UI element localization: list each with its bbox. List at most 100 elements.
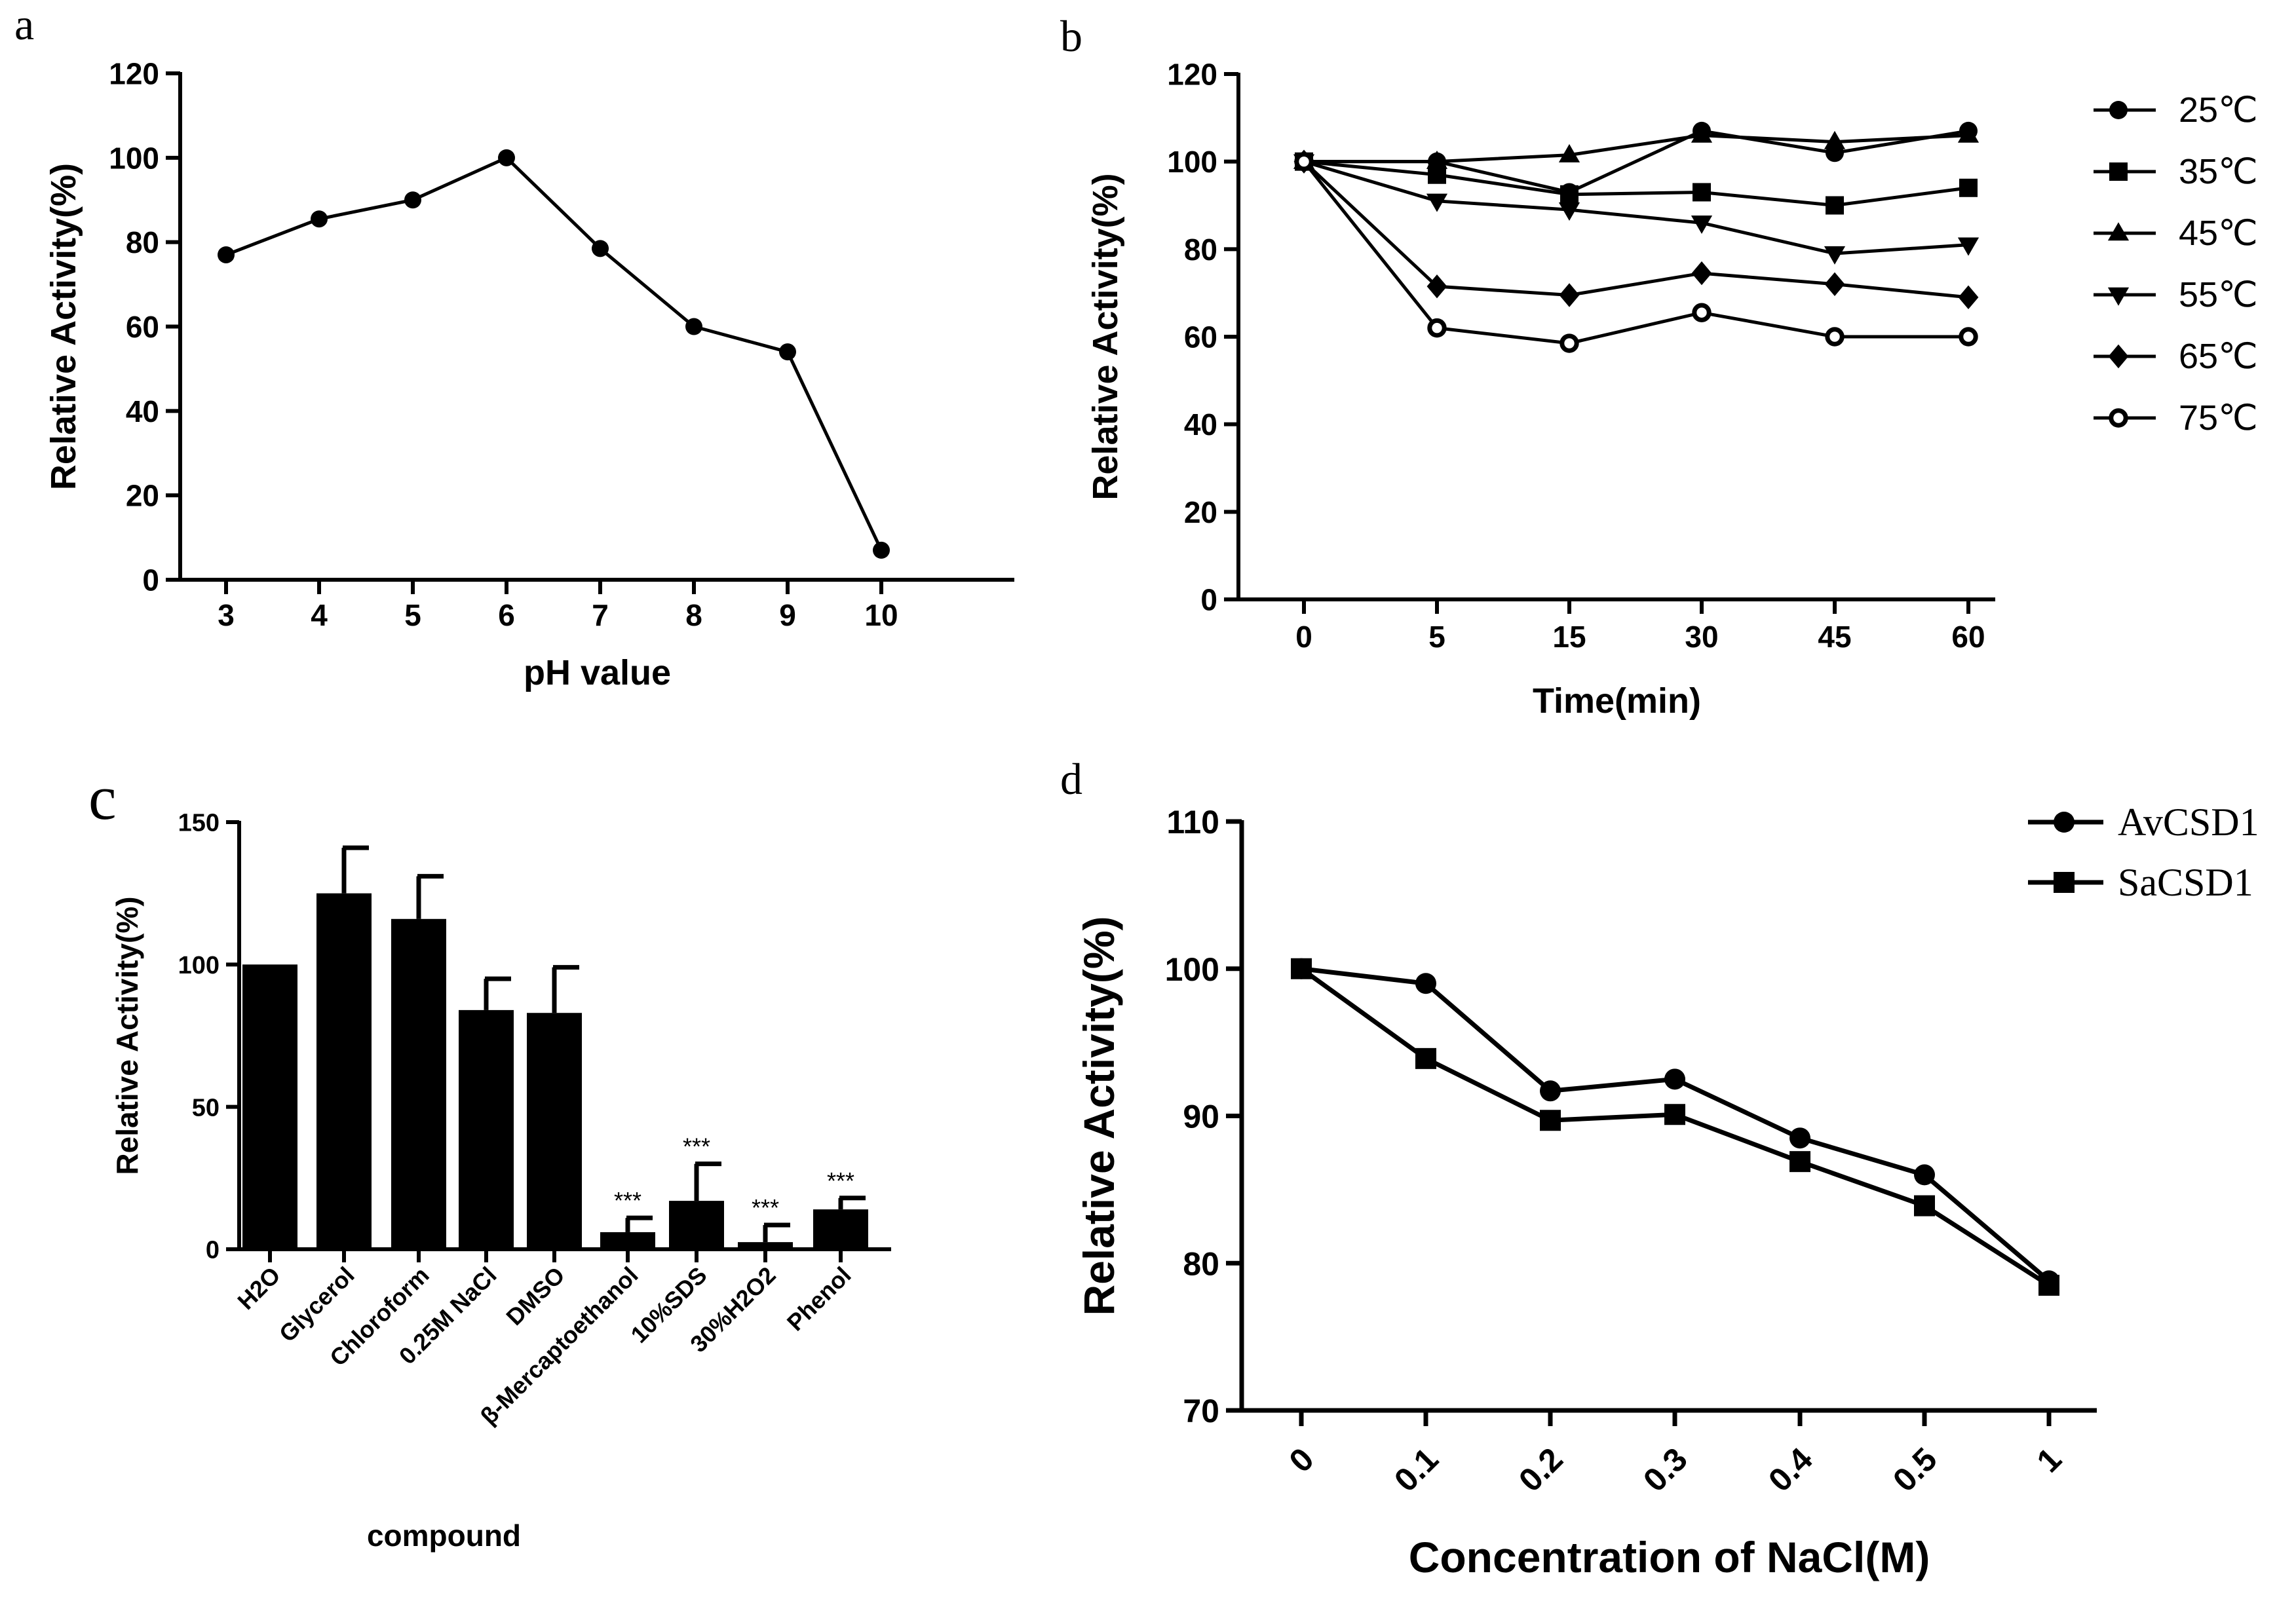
- y-tick-label: 80: [1184, 233, 1217, 267]
- series-line: [1303, 160, 1969, 255]
- bar: [316, 893, 372, 1249]
- chart-panel-d: 70 80 90 100 110 Relative Activity(%) Concentr…: [1075, 801, 2259, 1581]
- y-tick-label: 100: [1165, 951, 1219, 988]
- data-point: [1426, 274, 1447, 299]
- legend-marker: [2109, 162, 2128, 181]
- legend-label: 65℃: [2179, 337, 2258, 376]
- data-point: [1415, 973, 1436, 994]
- x-tick-label: 30: [1685, 620, 1718, 654]
- data-point: [498, 149, 515, 166]
- y-tick-label: 40: [1184, 407, 1217, 442]
- chart-panel-c: *** *** *** *** 0 50 100 150 Relative Activity(%…: [110, 810, 891, 1553]
- y-tick-label: 80: [1183, 1245, 1219, 1282]
- y-tick-label: 0: [1200, 583, 1217, 617]
- significance-label: ***: [614, 1187, 641, 1214]
- data-point: [1559, 333, 1579, 353]
- x-tick-label: DMSO: [501, 1262, 569, 1330]
- bar: [738, 1242, 793, 1249]
- legend-label: SaCSD1: [2118, 861, 2253, 904]
- y-tick-label: 120: [109, 57, 159, 91]
- x-axis-label: pH value: [524, 653, 671, 692]
- x-tick-label: Phenol: [782, 1262, 856, 1336]
- y-tick-label: 100: [109, 141, 159, 175]
- y-tick-label: 120: [1167, 58, 1217, 92]
- data-point: [1540, 1110, 1561, 1131]
- data-point: [1664, 1104, 1685, 1125]
- x-tick-label: 0.4: [1761, 1441, 1820, 1499]
- series-line: [1304, 134, 1969, 164]
- x-tick-label: 5: [1428, 620, 1445, 654]
- data-point: [1540, 1080, 1561, 1102]
- data-point: [1824, 272, 1845, 296]
- series-line: [1303, 160, 1968, 345]
- data-point: [1558, 143, 1580, 162]
- significance-label: ***: [827, 1167, 854, 1194]
- x-axis-label: Time(min): [1533, 681, 1701, 721]
- data-point: [1691, 216, 1713, 235]
- x-axis-label: compound: [367, 1518, 521, 1553]
- y-tick-label: 20: [1184, 495, 1217, 529]
- legend-marker: [2109, 101, 2128, 119]
- y-tick-label: 90: [1183, 1099, 1219, 1135]
- bar: [242, 964, 297, 1249]
- y-axis-label: Relative Activity(%): [44, 163, 83, 490]
- data-point: [1825, 327, 1845, 347]
- data-point: [1559, 283, 1580, 307]
- x-tick-label: 0: [1282, 1441, 1321, 1479]
- data-point: [1789, 1127, 1810, 1149]
- data-point: [1914, 1195, 1935, 1216]
- data-point: [404, 191, 421, 209]
- x-tick-label: 0.2: [1512, 1441, 1570, 1499]
- x-tick-label: H2O: [232, 1262, 285, 1315]
- panel-label-c: c: [88, 763, 117, 833]
- data-point: [1826, 196, 1844, 215]
- data-point: [873, 541, 890, 559]
- series-line: [225, 155, 883, 551]
- data-point: [311, 210, 328, 228]
- x-axis-label: Concentration of NaCl(M): [1409, 1533, 1930, 1581]
- data-point: [2038, 1274, 2059, 1296]
- y-axis-label: Relative Activity(%): [1075, 916, 1123, 1315]
- series-line: [1303, 160, 1969, 208]
- data-point: [1957, 237, 1980, 256]
- significance-label: ***: [752, 1194, 779, 1221]
- data-point: [1958, 285, 1979, 310]
- x-tick-label: 1: [2030, 1441, 2069, 1479]
- data-point: [1789, 1151, 1810, 1173]
- data-point: [1426, 193, 1448, 212]
- data-point: [1824, 130, 1846, 149]
- y-tick-label: 20: [126, 479, 159, 513]
- x-tick-label: 60: [1951, 620, 1985, 654]
- panel-label-b: b: [1060, 11, 1082, 61]
- data-point: [1957, 124, 1980, 143]
- x-tick-label: 5: [404, 598, 421, 632]
- y-tick-label: 100: [178, 952, 220, 979]
- x-tick-label: 3: [218, 598, 235, 632]
- bar: [600, 1232, 655, 1249]
- y-tick-label: 80: [126, 225, 159, 259]
- data-point: [1427, 318, 1447, 338]
- data-point: [1426, 150, 1448, 169]
- data-point: [1692, 303, 1712, 322]
- legend-marker: [2108, 344, 2129, 369]
- y-tick-label: 60: [126, 310, 159, 344]
- data-point: [1294, 151, 1314, 172]
- data-point: [1691, 261, 1712, 286]
- chart-panel-a: 0 20 40 60 80 100 120 Relative Activity(%) pH va…: [44, 57, 1014, 692]
- bar: [391, 918, 446, 1249]
- data-point: [1558, 202, 1580, 221]
- x-tick-label: 7: [592, 598, 609, 632]
- data-point: [1560, 185, 1578, 204]
- y-tick-label: 100: [1167, 145, 1217, 179]
- x-tick-label: 0.1: [1387, 1441, 1445, 1499]
- legend-marker: [2109, 408, 2128, 428]
- y-tick-label: 60: [1184, 320, 1217, 354]
- x-tick-label: 0.5: [1886, 1441, 1944, 1499]
- data-point: [1291, 958, 1312, 979]
- legend-label: 35℃: [2179, 152, 2258, 191]
- significance-label: ***: [683, 1133, 710, 1160]
- x-tick-label: 8: [685, 598, 702, 632]
- panel-label-d: d: [1060, 754, 1082, 804]
- data-point: [1693, 183, 1711, 202]
